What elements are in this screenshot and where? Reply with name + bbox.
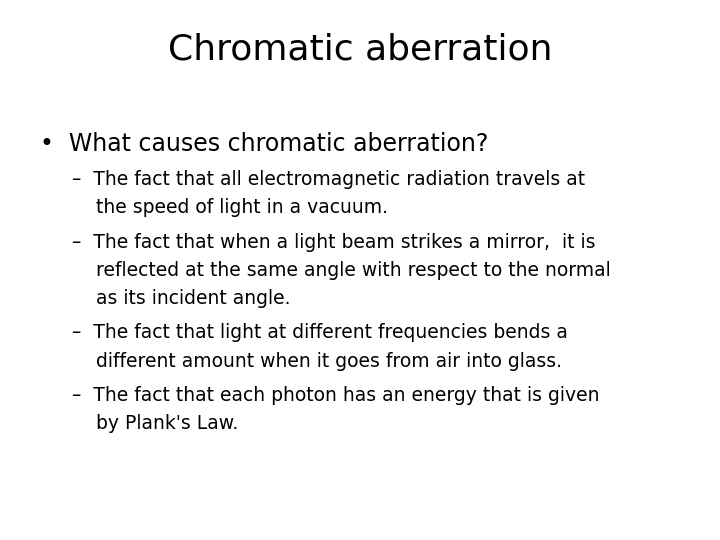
Text: –  The fact that each photon has an energy that is given: – The fact that each photon has an energ…: [72, 386, 600, 405]
Text: reflected at the same angle with respect to the normal: reflected at the same angle with respect…: [72, 261, 611, 280]
Text: •  What causes chromatic aberration?: • What causes chromatic aberration?: [40, 132, 488, 156]
Text: –  The fact that when a light beam strikes a mirror,  it is: – The fact that when a light beam strike…: [72, 233, 595, 252]
Text: –  The fact that all electromagnetic radiation travels at: – The fact that all electromagnetic radi…: [72, 170, 585, 189]
Text: –  The fact that light at different frequencies bends a: – The fact that light at different frequ…: [72, 323, 568, 342]
Text: by Plank's Law.: by Plank's Law.: [72, 414, 238, 433]
Text: the speed of light in a vacuum.: the speed of light in a vacuum.: [72, 198, 388, 217]
Text: Chromatic aberration: Chromatic aberration: [168, 32, 552, 66]
Text: different amount when it goes from air into glass.: different amount when it goes from air i…: [72, 352, 562, 370]
Text: as its incident angle.: as its incident angle.: [72, 289, 290, 308]
